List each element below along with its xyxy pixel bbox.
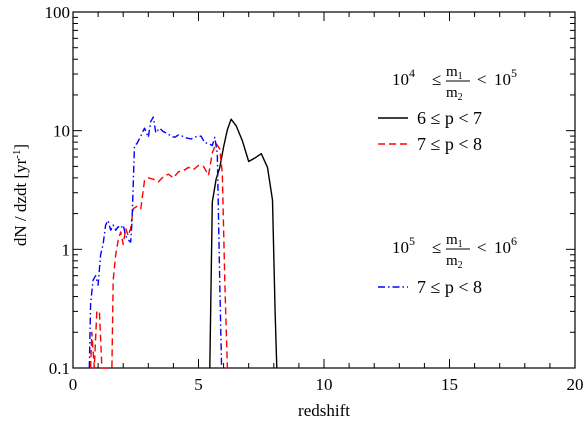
y-tick-label: 1 <box>62 240 71 259</box>
svg-text:m2: m2 <box>446 85 463 103</box>
y-axis-label: dN / dzdt [yr-1] <box>11 144 30 246</box>
series-line-1 <box>209 118 278 369</box>
axes: 0 5 10 15 20 0.1 1 10 100 <box>45 3 584 394</box>
svg-text:≤: ≤ <box>432 238 441 257</box>
svg-text:104: 104 <box>392 66 415 89</box>
y-tick-label: 100 <box>45 3 71 22</box>
y-tick-label: 10 <box>53 122 70 141</box>
x-tick-label: 10 <box>316 375 333 394</box>
mass-ratio-label-1: 104 ≤ m1 m2 < 105 <box>392 64 517 103</box>
legend-entry-7-8-red: 7 ≤ p < 8 <box>417 134 482 154</box>
x-tick-label: 5 <box>194 375 203 394</box>
legend-entry-6-7: 6 ≤ p < 7 <box>417 108 482 128</box>
x-tick-label: 15 <box>441 375 458 394</box>
x-axis-label: redshift <box>298 401 350 420</box>
svg-text:106: 106 <box>494 234 517 257</box>
mass-ratio-label-2: 105 ≤ m1 m2 < 106 <box>392 232 517 271</box>
legend-group-2: 105 ≤ m1 m2 < 106 7 ≤ p < 8 <box>378 232 517 297</box>
svg-text:≤: ≤ <box>432 70 441 89</box>
series-line-2 <box>89 142 229 369</box>
svg-text:m2: m2 <box>446 253 463 271</box>
svg-text:<: < <box>477 238 487 257</box>
legend-entry-7-8-blue: 7 ≤ p < 8 <box>417 277 482 297</box>
svg-text:m1: m1 <box>446 232 463 250</box>
svg-text:105: 105 <box>494 66 517 89</box>
plot-frame <box>72 11 576 369</box>
svg-text:m1: m1 <box>446 64 463 82</box>
x-tick-label: 20 <box>567 375 584 394</box>
svg-text:105: 105 <box>392 234 415 257</box>
series-layer <box>88 116 278 369</box>
legend-group-1: 104 ≤ m1 m2 < 105 6 ≤ p < 7 7 ≤ p < 8 <box>378 64 517 154</box>
svg-text:<: < <box>477 70 487 89</box>
y-tick-label: 0.1 <box>49 359 70 378</box>
x-tick-label: 0 <box>69 375 78 394</box>
series-line-3 <box>88 116 223 369</box>
